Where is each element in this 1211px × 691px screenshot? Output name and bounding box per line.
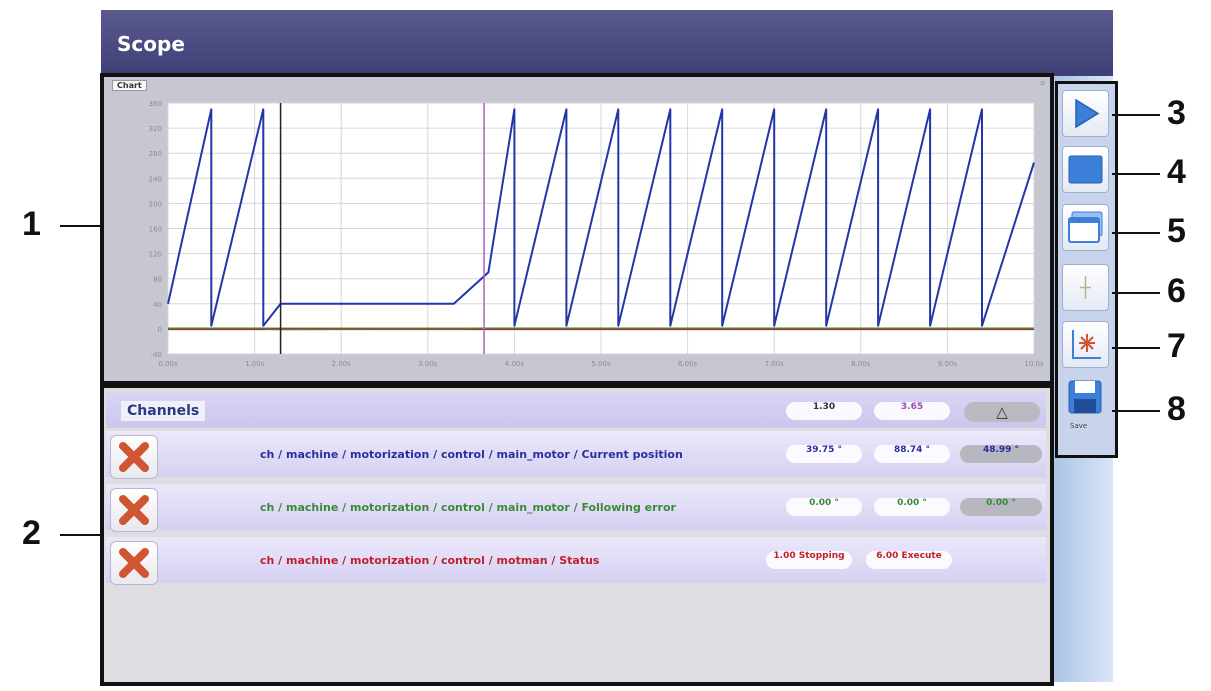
channel-row: ch / machine / motorization / control / … <box>106 431 1046 479</box>
callout-8-line <box>1112 410 1160 412</box>
x-tick-label: 5.00s <box>591 360 611 368</box>
remove-channel-button[interactable] <box>110 541 158 585</box>
callout-5: 5 <box>1167 212 1186 250</box>
callout-2: 2 <box>22 514 41 552</box>
channels-panel: Channels 1.30 3.65 △ ch / machine / moto… <box>100 384 1054 686</box>
zoom-star-icon <box>1072 330 1101 359</box>
cursor1-value: 1.30 <box>786 402 862 420</box>
split-windows-button[interactable] <box>1062 204 1109 251</box>
y-tick-label: 360 <box>149 100 162 108</box>
remove-channel-button[interactable] <box>110 435 158 479</box>
y-tick-label: 320 <box>149 125 162 133</box>
remove-channel-button[interactable] <box>110 488 158 532</box>
callout-5-line <box>1112 232 1160 234</box>
window-title: Scope <box>117 32 185 56</box>
y-tick-label: 280 <box>149 150 162 158</box>
x-tick-label: 8.00s <box>851 360 871 368</box>
callout-1-line <box>60 225 100 227</box>
y-tick-label: 80 <box>153 276 162 284</box>
channels-title: Channels <box>121 401 206 421</box>
x-tick-label: 4.00s <box>505 360 525 368</box>
cursor-icon <box>1080 276 1091 299</box>
channel-value-cursor2: 0.00 ° <box>874 498 950 516</box>
series-current-position <box>167 108 1035 327</box>
x-tick-label: 3.00s <box>418 360 438 368</box>
cursor2-value: 3.65 <box>874 402 950 420</box>
channel-row: ch / machine / motorization / control / … <box>106 537 1046 585</box>
channel-value-cursor1: 1.00 Stopping <box>766 551 852 569</box>
single-window-icon <box>1068 155 1103 184</box>
x-tick-label: 2.00s <box>332 360 352 368</box>
channel-path: ch / machine / motorization / control / … <box>260 448 683 461</box>
y-tick-label: 0 <box>158 326 162 334</box>
scope-chart[interactable]: 0.00s 1.00s 2.00s 3.00s 4.00s 5.00s 6.00s 7.00s… <box>104 77 1050 381</box>
callout-2-line <box>60 534 100 536</box>
scope-toolbar: Save <box>1055 81 1118 458</box>
y-tick-label: 160 <box>149 226 162 234</box>
chart-panel: 0.00s 1.00s 2.00s 3.00s 4.00s 5.00s 6.00s 7.00s… <box>100 73 1054 385</box>
channels-header: Channels 1.30 3.65 △ <box>106 392 1046 428</box>
window-titlebar: Scope <box>101 10 1113 76</box>
callout-4: 4 <box>1167 153 1186 191</box>
delete-x-icon <box>119 495 149 525</box>
y-tick-label: 40 <box>153 301 162 309</box>
callout-7-line <box>1112 347 1160 349</box>
channel-value-delta: 0.00 ° <box>960 498 1042 516</box>
callout-1: 1 <box>22 205 41 243</box>
x-tick-label: 9.00s <box>938 360 958 368</box>
channel-value-cursor2: 88.74 ° <box>874 445 950 463</box>
delete-x-icon <box>119 442 149 472</box>
callout-4-line <box>1112 173 1160 175</box>
callout-3: 3 <box>1167 94 1186 132</box>
callout-3-line <box>1112 114 1160 116</box>
x-tick-label: 0.00s <box>158 360 178 368</box>
callout-7: 7 <box>1167 327 1186 365</box>
channel-path: ch / machine / motorization / control / … <box>260 554 600 567</box>
callout-6-line <box>1112 292 1160 294</box>
stacked-windows-icon <box>1068 211 1103 243</box>
play-icon <box>1075 98 1100 129</box>
channel-path: ch / machine / motorization / control / … <box>260 501 676 514</box>
save-label: Save <box>1070 422 1088 430</box>
save-button[interactable] <box>1062 377 1107 422</box>
save-icon <box>1068 380 1102 414</box>
x-tick-label: 10.0s <box>1024 360 1044 368</box>
channel-value-cursor1: 39.75 ° <box>786 445 862 463</box>
x-tick-label: 1.00s <box>245 360 265 368</box>
cursor-button[interactable] <box>1062 264 1109 311</box>
channel-row: ch / machine / motorization / control / … <box>106 484 1046 532</box>
run-button[interactable] <box>1062 90 1109 137</box>
delete-x-icon <box>119 548 149 578</box>
chart-corner-mark: ▫ <box>1040 79 1045 87</box>
delta-toggle-button[interactable]: △ <box>964 402 1040 422</box>
channel-value-cursor1: 0.00 ° <box>786 498 862 516</box>
x-tick-label: 7.00s <box>765 360 785 368</box>
channel-value-delta: 48.99 ° <box>960 445 1042 463</box>
callout-8: 8 <box>1167 390 1186 428</box>
zoom-button[interactable] <box>1062 321 1109 368</box>
chart-tab[interactable]: Chart <box>112 80 147 91</box>
channel-value-cursor2: 6.00 Execute <box>866 551 952 569</box>
x-tick-label: 6.00s <box>678 360 698 368</box>
callout-6: 6 <box>1167 272 1186 310</box>
single-window-button[interactable] <box>1062 146 1109 193</box>
y-tick-label: 240 <box>149 175 162 183</box>
y-tick-label: 120 <box>149 251 162 259</box>
y-tick-label: -40 <box>151 351 162 359</box>
series-following-error <box>168 327 1034 331</box>
y-tick-label: 200 <box>149 200 162 208</box>
